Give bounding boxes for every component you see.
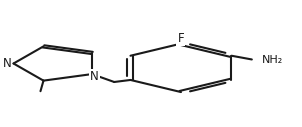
Text: F: F [178,31,184,45]
Text: NH₂: NH₂ [262,55,284,65]
Text: N: N [2,57,11,70]
Text: N: N [90,70,99,83]
